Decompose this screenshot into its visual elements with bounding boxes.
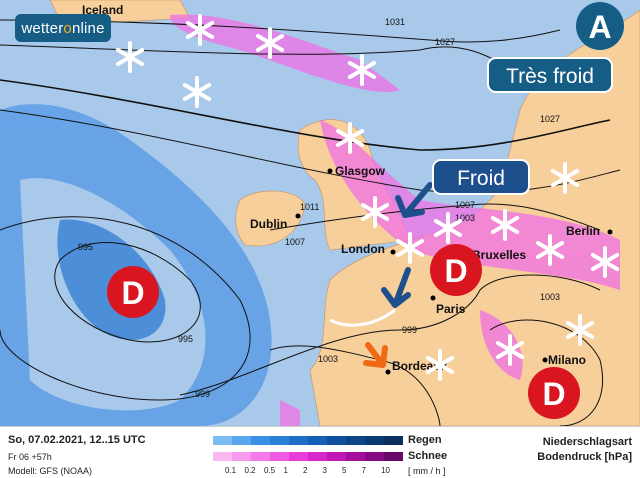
cold-front-line: [329, 308, 396, 327]
scale-swatch: [346, 452, 365, 461]
isobar-label: 1003: [455, 213, 475, 223]
snowflake-icons: [115, 14, 620, 381]
city-label-milano: Milano: [548, 353, 586, 367]
arrow-icon: [363, 342, 388, 368]
scale-tick: 10: [381, 466, 390, 475]
low-marker: D: [542, 376, 565, 412]
arrow-icon: [395, 182, 433, 218]
snowflake-icon: [395, 232, 425, 264]
isobar-label: 1003: [318, 354, 338, 364]
arrow-icon: [381, 267, 411, 308]
unit-label: [ mm / h ]: [408, 466, 446, 476]
low-marker: D: [444, 253, 467, 289]
snowflake-icon: [185, 14, 215, 46]
legend-title-type: Niederschlagsart: [542, 436, 632, 448]
city-label-bruxelles: Bruxelles: [472, 248, 526, 262]
scale-swatch: [270, 436, 289, 445]
isobar-label: 999: [195, 389, 210, 399]
snowflake-icon: [433, 212, 463, 244]
scale-swatch: [289, 436, 308, 445]
scale-swatch: [308, 452, 327, 461]
city-label-dublin: Dublin: [250, 217, 287, 231]
scale-swatch: [232, 452, 251, 461]
forecast-date: So, 07.02.2021, 12..15 UTC: [8, 434, 146, 446]
city-label-paris: Paris: [436, 302, 466, 316]
city-label-berlin: Berlin: [566, 224, 600, 238]
scale-tick: 5: [342, 466, 347, 475]
snowflake-icon: [255, 27, 285, 59]
low-pressure-markers: D D D: [107, 244, 580, 419]
scale-swatch: [327, 436, 346, 445]
scale-tick: 1: [283, 466, 288, 475]
scale-swatch: [308, 436, 327, 445]
scale-tick: 0.1: [225, 466, 237, 475]
snowflake-icon: [550, 162, 580, 194]
scale-tick: 2: [303, 466, 308, 475]
scale-tick: 0.2: [244, 466, 256, 475]
scale-swatch: [251, 436, 270, 445]
snowflake-icon: [590, 246, 620, 278]
high-marker: A: [588, 9, 611, 45]
snowflake-icon: [425, 349, 455, 381]
scale-swatch: [384, 452, 403, 461]
isobar-label: 1003: [540, 292, 560, 302]
scale-tick: 7: [361, 466, 366, 475]
city-label-london: London: [341, 242, 385, 256]
legend-title-pressure: Bodendruck [hPa]: [537, 451, 632, 463]
city-label-glasgow: Glasgow: [335, 164, 386, 178]
scale-swatch: [365, 452, 384, 461]
scale-ticks: 0.1 0.2 0.5 1 2 3 5 7 10: [213, 466, 403, 478]
weather-map: 1031 1027 1027 1011 1007 1007 1003 995 9…: [0, 0, 640, 426]
scale-swatch: [346, 436, 365, 445]
scale-swatch: [270, 452, 289, 461]
city-label-iceland: Iceland: [82, 3, 123, 17]
scale-swatch: [327, 452, 346, 461]
scale-swatch: [232, 436, 251, 445]
isobar-label: 999: [402, 325, 417, 335]
isobar-label: 1007: [285, 237, 305, 247]
snowflake-icon: [360, 196, 390, 228]
snowflake-icon: [182, 76, 212, 108]
isobar-label: 995: [78, 242, 93, 252]
scale-swatch: [213, 436, 232, 445]
isobar-labels: 1031 1027 1027 1011 1007 1007 1003 995 9…: [78, 17, 560, 399]
scale-swatch: [251, 452, 270, 461]
callout-cold: Froid: [457, 167, 505, 190]
isobar-label: 995: [178, 334, 193, 344]
callout-very-cold: Très froid: [506, 65, 594, 88]
snow-label: Schnee: [408, 450, 448, 462]
isobar-label: 1007: [455, 200, 475, 210]
snowflake-icon: [335, 122, 365, 154]
scale-swatch: [213, 452, 232, 461]
model-name: Modell: GFS (NOAA): [8, 466, 93, 476]
rain-label: Regen: [408, 434, 442, 446]
snowflake-icon: [535, 234, 565, 266]
snowflake-icon: [490, 209, 520, 241]
isobar-label: 1011: [300, 202, 319, 212]
forecast-run: Fr 06 +57h: [8, 452, 52, 462]
isobar-label: 1031: [385, 17, 405, 27]
wetteronline-logo: wetter o nline: [15, 14, 111, 42]
isobar-label: 1027: [435, 37, 455, 47]
scale-swatch: [365, 436, 384, 445]
wind-arrows: [363, 182, 433, 368]
snow-scale: [213, 452, 403, 461]
scale-tick: 0.5: [264, 466, 276, 475]
high-marker-bg: [576, 2, 624, 50]
scale-swatch: [289, 452, 308, 461]
legend: So, 07.02.2021, 12..15 UTC Fr 06 +57h Mo…: [0, 426, 640, 478]
low-marker: D: [121, 275, 144, 311]
isobar-label: 1027: [540, 114, 560, 124]
scale-tick: 3: [322, 466, 327, 475]
rain-scale: [213, 436, 403, 445]
snowflake-icon: [347, 54, 377, 86]
snowflake-icon: [565, 314, 595, 346]
snowflake-icon: [495, 334, 525, 366]
snowflake-icon: [115, 41, 145, 73]
scale-swatch: [384, 436, 403, 445]
